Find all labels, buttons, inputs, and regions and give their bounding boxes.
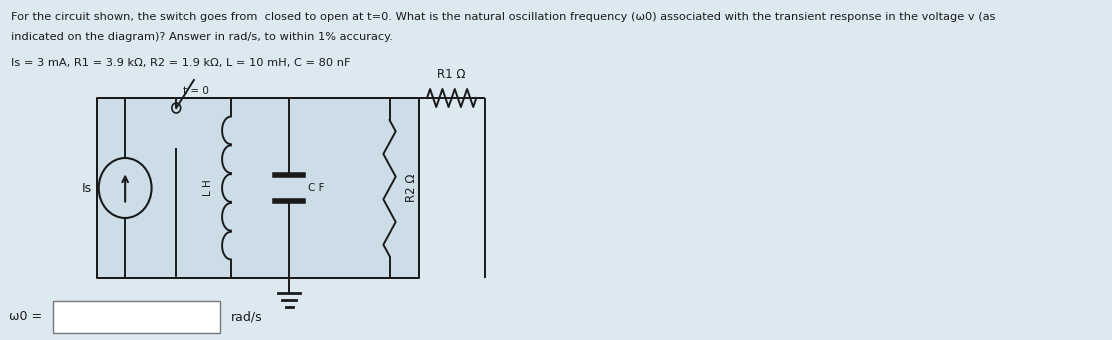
- Text: Is = 3 mA, R1 = 3.9 kΩ, R2 = 1.9 kΩ, L = 10 mH, C = 80 nF: Is = 3 mA, R1 = 3.9 kΩ, R2 = 1.9 kΩ, L =…: [11, 58, 350, 68]
- Text: ω0 =: ω0 =: [9, 310, 42, 323]
- Text: L H: L H: [203, 180, 214, 197]
- Bar: [97, 98, 418, 278]
- Text: For the circuit shown, the switch goes from  closed to open at t=0. What is the : For the circuit shown, the switch goes f…: [11, 12, 995, 22]
- Text: Is: Is: [81, 182, 91, 194]
- Bar: [53, 301, 220, 333]
- Text: C F: C F: [308, 183, 325, 193]
- Text: R1 Ω: R1 Ω: [437, 68, 466, 81]
- Text: indicated on the diagram)? Answer in rad/s, to within 1% accuracy.: indicated on the diagram)? Answer in rad…: [11, 32, 393, 42]
- Text: rad/s: rad/s: [231, 310, 262, 323]
- Text: t = 0: t = 0: [183, 86, 209, 96]
- Text: R2 Ω: R2 Ω: [406, 174, 418, 202]
